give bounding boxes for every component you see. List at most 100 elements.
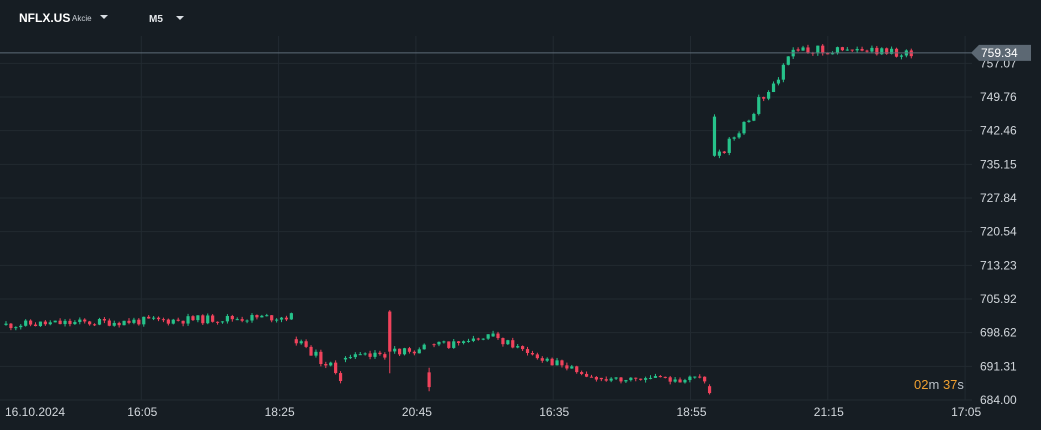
- candle-body: [319, 351, 323, 364]
- candle-body: [742, 121, 746, 134]
- candle-body: [92, 324, 97, 326]
- candle-body: [279, 317, 284, 320]
- candle-body: [575, 366, 579, 373]
- candle-body: [757, 97, 761, 114]
- candle-body: [875, 47, 879, 55]
- candle-body: [161, 319, 166, 321]
- candle-body: [707, 386, 712, 394]
- candle-body: [220, 321, 225, 323]
- candle-body: [550, 358, 554, 366]
- candle-body: [245, 320, 249, 322]
- candle-body: [402, 348, 407, 355]
- candle-body: [393, 348, 397, 352]
- x-tick-label: 18:25: [265, 405, 295, 419]
- candle-body: [19, 325, 23, 328]
- candle-body: [53, 320, 57, 323]
- candle-body: [496, 333, 500, 339]
- candle-body: [703, 376, 707, 382]
- candle-body: [555, 360, 559, 366]
- candle-body: [156, 317, 161, 320]
- candle-body: [97, 318, 102, 325]
- candle-body: [191, 316, 195, 321]
- candle-body: [127, 320, 131, 323]
- y-tick-label: 720.54: [980, 225, 1017, 239]
- candle-body: [235, 319, 239, 321]
- candle-body: [412, 351, 416, 354]
- candle-body: [653, 376, 658, 378]
- candle-body: [343, 357, 348, 360]
- candle-body: [176, 319, 180, 321]
- candle-body: [452, 341, 456, 348]
- candle-body: [88, 321, 92, 325]
- candle-body: [102, 318, 106, 321]
- candle-body: [299, 341, 303, 344]
- candle-body: [437, 341, 441, 345]
- candle-body: [461, 341, 466, 344]
- candle-body: [78, 319, 82, 323]
- candle-body: [112, 322, 116, 326]
- candle-body: [737, 133, 741, 138]
- candle-body: [353, 354, 357, 358]
- candle-body: [4, 323, 8, 325]
- candle-body: [284, 317, 289, 320]
- candle-body: [747, 120, 751, 122]
- candle-body: [63, 320, 67, 325]
- candle-body: [899, 55, 904, 57]
- candle-body: [486, 334, 490, 339]
- chart-toolbar: NFLX.US Akcie M5: [0, 0, 1041, 36]
- symbol-dropdown-chevron-down-icon[interactable]: [100, 15, 108, 19]
- timeframe-dropdown-chevron-down-icon[interactable]: [176, 16, 184, 20]
- candle-body: [584, 373, 589, 377]
- candle-body: [678, 379, 682, 383]
- candle-body: [491, 333, 495, 337]
- candle-body: [43, 321, 47, 325]
- candle-body: [599, 377, 603, 380]
- symbol-name[interactable]: NFLX.US: [19, 11, 71, 25]
- candle-body: [781, 64, 785, 80]
- candle-body: [644, 378, 648, 380]
- candle-body: [688, 376, 692, 381]
- candle-body: [752, 113, 756, 121]
- candle-countdown: 02m 37s: [914, 377, 964, 392]
- candle-body: [855, 48, 859, 51]
- candle-body: [447, 341, 451, 348]
- candle-body: [570, 366, 574, 369]
- y-tick-label: 749.76: [980, 90, 1017, 104]
- candle-body: [289, 313, 293, 320]
- candle-body: [540, 358, 544, 361]
- y-tick-label: 698.62: [980, 326, 1017, 340]
- candle-body: [427, 372, 431, 388]
- candle-body: [619, 377, 623, 382]
- candle-body: [624, 380, 628, 382]
- candle-body: [260, 315, 264, 318]
- candle-body: [304, 341, 308, 347]
- candle-body: [732, 137, 736, 139]
- candle-body: [117, 322, 121, 326]
- candle-body: [560, 360, 564, 366]
- candle-body: [481, 338, 485, 340]
- candle-body: [211, 315, 215, 322]
- candle-body: [363, 353, 367, 355]
- candle-body: [275, 319, 279, 321]
- candle-body: [329, 362, 333, 366]
- candle-body: [663, 376, 667, 378]
- candle-body: [48, 322, 52, 325]
- candle-body: [525, 349, 530, 354]
- candle-body: [14, 327, 18, 329]
- candle-body: [225, 316, 229, 322]
- candle-body: [530, 353, 535, 355]
- candle-body: [890, 48, 894, 54]
- timeframe-selector[interactable]: M5: [149, 14, 163, 25]
- candle-body: [501, 338, 505, 345]
- candle-body: [476, 338, 480, 340]
- y-tick-label: 705.92: [980, 292, 1017, 306]
- candle-body: [816, 45, 820, 54]
- candle-body: [324, 363, 328, 366]
- candle-body: [457, 341, 461, 344]
- candle-body: [388, 311, 392, 352]
- candle-body: [821, 45, 825, 54]
- candle-body: [186, 316, 190, 324]
- countdown-minutes: 02: [914, 377, 929, 392]
- candle-body: [171, 319, 175, 324]
